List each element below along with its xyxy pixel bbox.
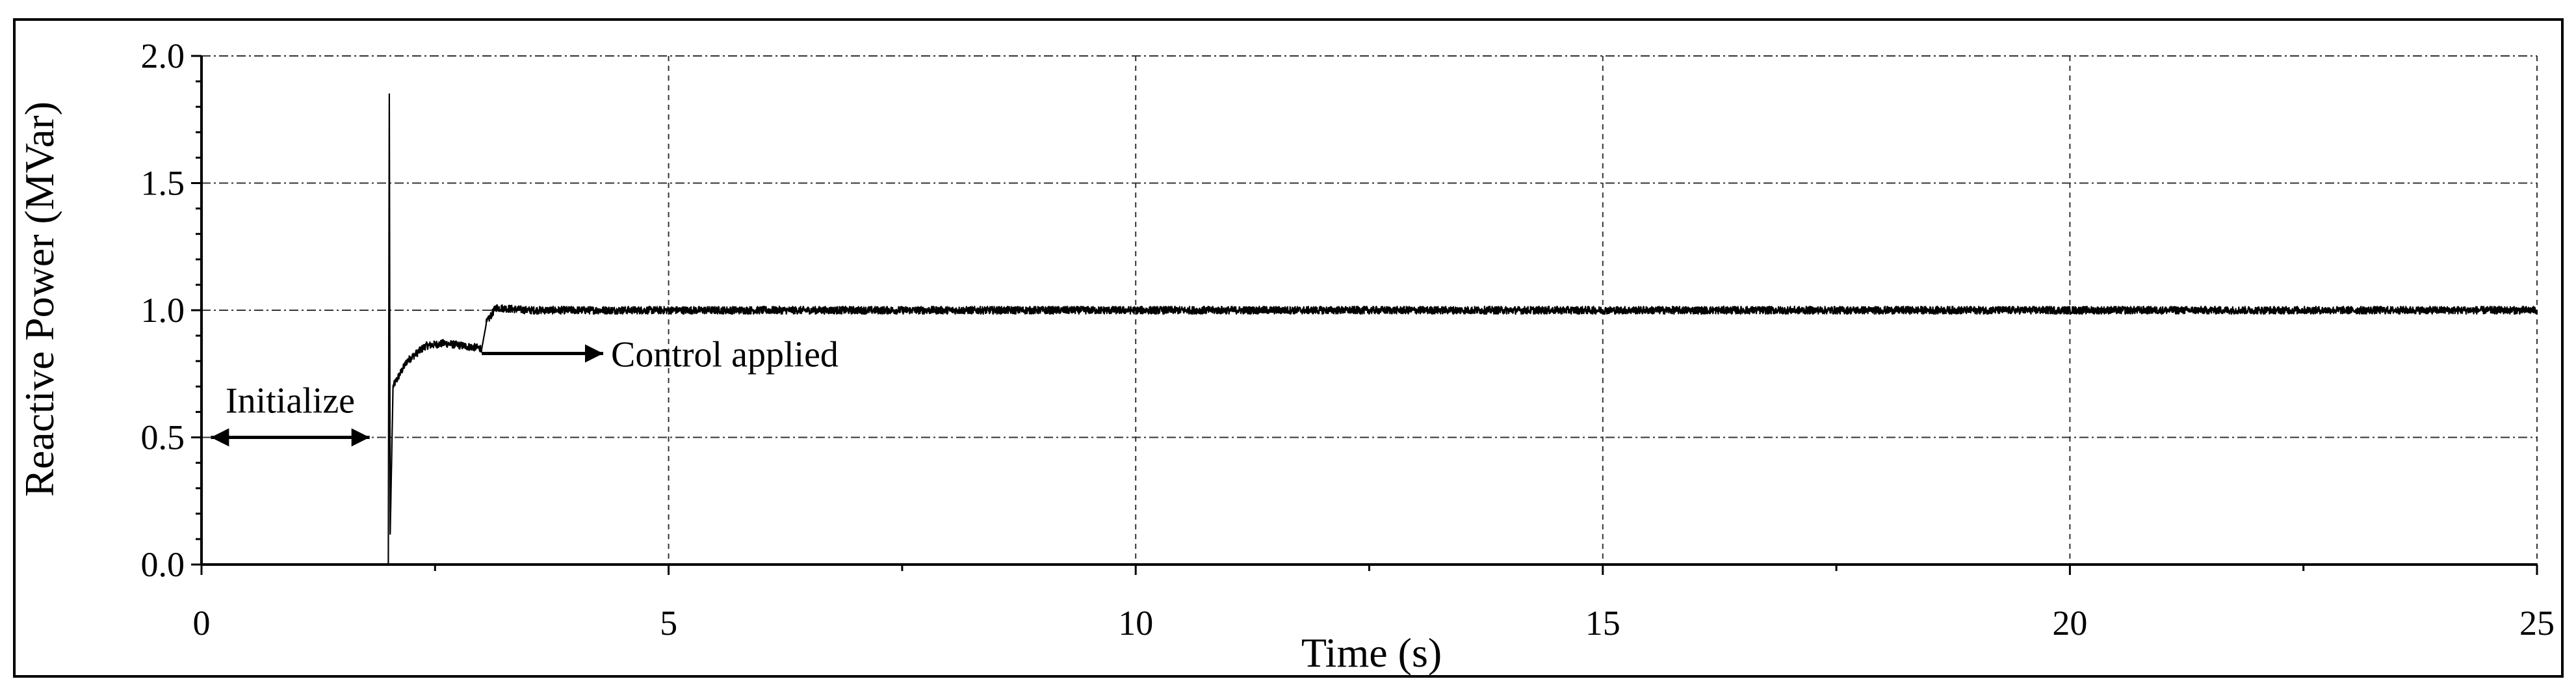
x-tick-label: 10 [1118,604,1153,643]
x-tick-label: 20 [2052,604,2087,643]
y-tick-label: 0.0 [141,545,185,584]
chart-frame [13,18,2564,678]
x-axis-label: Time (s) [1301,630,1442,676]
y-tick-label: 2.0 [141,36,185,75]
x-tick-label: 25 [2519,604,2555,643]
initialize-label: Initialize [226,381,355,421]
y-tick-label: 1.0 [141,291,185,330]
x-tick-label: 15 [1585,604,1620,643]
y-tick-label: 1.5 [141,164,185,203]
series-layer [201,93,2538,566]
axes: 0.0 0.5 1.0 1.5 2.0 0 5 10 15 20 25 [141,36,2555,643]
x-tick-label: 5 [660,604,677,643]
control-applied-label: Control applied [611,334,839,375]
y-tick-label: 0.5 [141,418,185,457]
annotations: Initialize Control applied [211,334,839,447]
x-tick-label: 0 [193,604,211,643]
series-line [201,93,2538,566]
y-axis-label: Reactive Power (MVar) [16,101,62,497]
